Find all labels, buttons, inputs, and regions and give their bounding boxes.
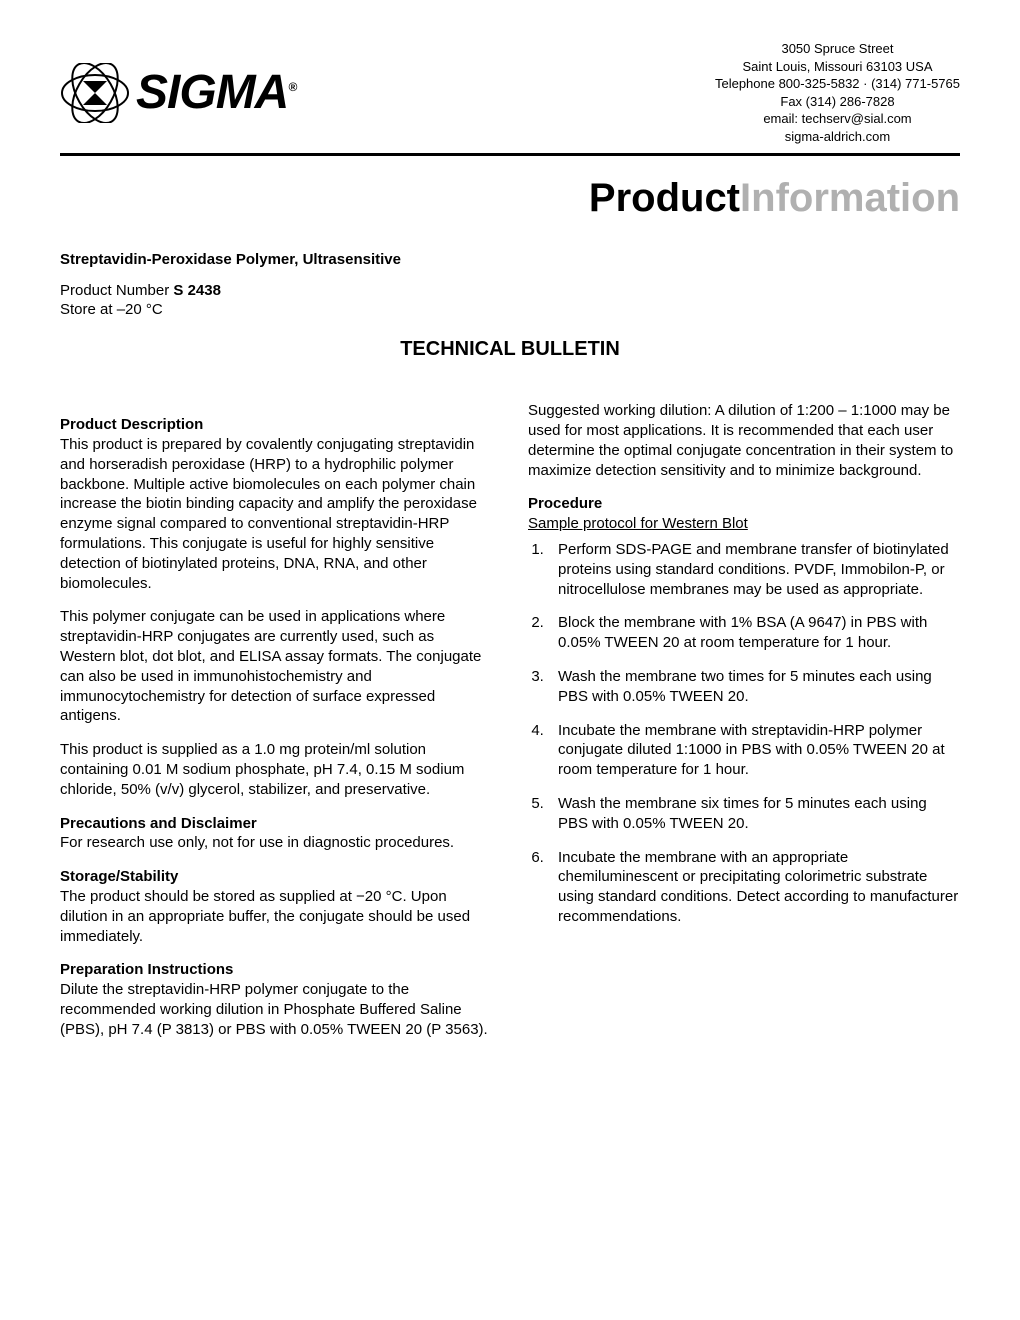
title-bold: Product bbox=[589, 176, 740, 220]
title-faded: Information bbox=[740, 176, 960, 220]
address-line: Telephone 800-325-5832 · (314) 771-5765 bbox=[715, 75, 960, 93]
content-columns: Product Description This product is prep… bbox=[60, 401, 960, 1053]
right-column: Suggested working dilution: A dilution o… bbox=[528, 401, 960, 1053]
paragraph: This product is supplied as a 1.0 mg pro… bbox=[60, 740, 492, 799]
paragraph: Dilute the streptavidin-HRP polymer conj… bbox=[60, 980, 492, 1039]
paragraph: This product is prepared by covalently c… bbox=[60, 435, 492, 593]
section-heading-description: Product Description bbox=[60, 415, 492, 435]
paragraph: The product should be stored as supplied… bbox=[60, 887, 492, 946]
paragraph: For research use only, not for use in di… bbox=[60, 833, 492, 853]
company-address: 3050 Spruce Street Saint Louis, Missouri… bbox=[715, 40, 960, 145]
header: SIGMA® 3050 Spruce Street Saint Louis, M… bbox=[60, 40, 960, 156]
procedure-list: Perform SDS-PAGE and membrane transfer o… bbox=[548, 540, 960, 927]
procedure-step: Perform SDS-PAGE and membrane transfer o… bbox=[548, 540, 960, 599]
bulletin-heading: TECHNICAL BULLETIN bbox=[60, 338, 960, 361]
section-heading-precautions: Precautions and Disclaimer bbox=[60, 814, 492, 834]
storage-condition: Store at –20 °C bbox=[60, 301, 960, 318]
address-line: email: techserv@sial.com bbox=[715, 110, 960, 128]
address-line: Saint Louis, Missouri 63103 USA bbox=[715, 58, 960, 76]
left-column: Product Description This product is prep… bbox=[60, 401, 492, 1053]
procedure-step: Incubate the membrane with streptavidin-… bbox=[548, 721, 960, 780]
procedure-subtitle: Sample protocol for Western Blot bbox=[528, 514, 960, 534]
logo: SIGMA® bbox=[60, 63, 296, 123]
product-number-value: S 2438 bbox=[173, 282, 221, 299]
procedure-step: Wash the membrane two times for 5 minute… bbox=[548, 667, 960, 707]
paragraph: This polymer conjugate can be used in ap… bbox=[60, 607, 492, 726]
product-name: Streptavidin-Peroxidase Polymer, Ultrase… bbox=[60, 251, 960, 268]
section-heading-procedure: Procedure bbox=[528, 494, 960, 514]
paragraph: Suggested working dilution: A dilution o… bbox=[528, 401, 960, 480]
section-heading-storage: Storage/Stability bbox=[60, 867, 492, 887]
brand-name: SIGMA® bbox=[136, 65, 296, 120]
product-information-title: ProductInformation bbox=[60, 176, 960, 221]
address-line: Fax (314) 286-7828 bbox=[715, 93, 960, 111]
sigma-icon bbox=[60, 63, 130, 123]
section-heading-preparation: Preparation Instructions bbox=[60, 960, 492, 980]
procedure-step: Incubate the membrane with an appropriat… bbox=[548, 848, 960, 927]
procedure-step: Block the membrane with 1% BSA (A 9647) … bbox=[548, 613, 960, 653]
procedure-step: Wash the membrane six times for 5 minute… bbox=[548, 794, 960, 834]
address-line: sigma-aldrich.com bbox=[715, 128, 960, 146]
address-line: 3050 Spruce Street bbox=[715, 40, 960, 58]
product-number-prefix: Product Number bbox=[60, 282, 173, 299]
product-number: Product Number S 2438 bbox=[60, 282, 960, 299]
